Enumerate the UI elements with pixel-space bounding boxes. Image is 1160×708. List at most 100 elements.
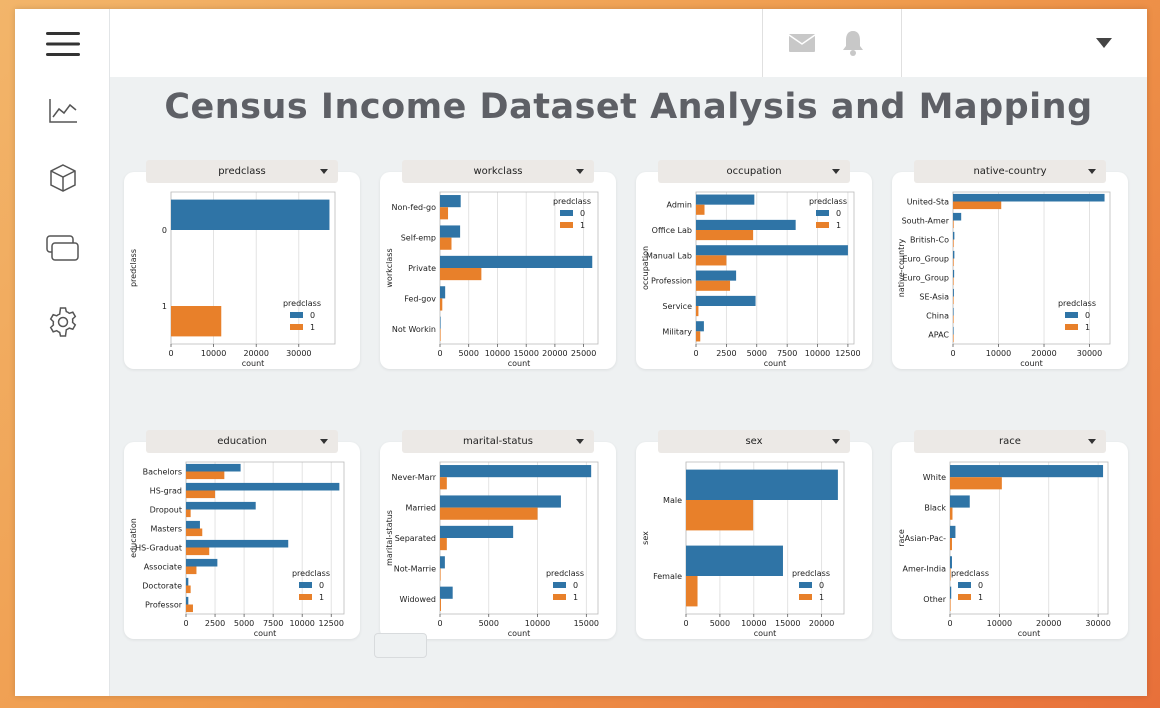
gear-icon[interactable] (45, 304, 81, 340)
y-tick-label: Amer-India (903, 564, 947, 573)
legend-title: predclass (792, 569, 830, 578)
bar-Euro_Group-0 (953, 250, 955, 259)
y-tick-label: Never-Marr (392, 473, 437, 482)
legend-swatch-0 (1065, 312, 1078, 318)
legend-swatch-1 (816, 222, 829, 228)
dropdown-label: occupation (726, 166, 782, 177)
legend-label: 0 (836, 209, 841, 218)
bar-Associate-1 (186, 566, 197, 575)
bar-SE-Asia-1 (953, 296, 954, 305)
legend-title: predclass (809, 197, 847, 206)
y-tick-label: British-Co (910, 236, 949, 245)
bar-HS-Graduat-1 (186, 547, 210, 556)
dropdown-education[interactable]: education (146, 430, 338, 453)
bar-Masters-0 (186, 520, 200, 529)
bar-Office Lab-1 (696, 230, 754, 241)
y-tick-label: Separated (395, 534, 436, 543)
y-tick-label: 0 (162, 226, 167, 235)
legend-swatch-0 (816, 210, 829, 216)
dropdown-native-country[interactable]: native-country (914, 160, 1106, 183)
bar-Manual Lab-1 (696, 255, 727, 266)
chevron-down-icon[interactable] (1088, 27, 1120, 59)
bell-icon[interactable] (837, 27, 869, 59)
legend-swatch-0 (958, 582, 971, 588)
bar-Not-Marrie-1 (440, 568, 441, 581)
x-tick-label: 0 (437, 349, 442, 358)
dropdown-marital-status[interactable]: marital-status (402, 430, 594, 453)
x-tick-label: 0 (168, 349, 173, 358)
bar-HS-grad-1 (186, 490, 216, 499)
bar-Asian-Pac--1 (950, 538, 952, 551)
x-tick-label: 20000 (542, 349, 567, 358)
y-axis-label: sex (641, 531, 650, 545)
x-tick-label: 20000 (1036, 619, 1061, 628)
x-tick-label: 20000 (809, 619, 834, 628)
legend-title: predclass (553, 197, 591, 206)
y-tick-label: South-Amer (902, 217, 950, 226)
bar-British-Co-1 (953, 239, 954, 248)
chart-race: White Black Asian-Pac- Amer-India Other 0 1000… (897, 461, 1111, 638)
caret-down-icon (576, 169, 584, 174)
x-tick-label: 5000 (459, 349, 479, 358)
bar-Amer-India-1 (950, 568, 951, 581)
bar-Male-0 (686, 469, 838, 500)
bar-Male-1 (686, 500, 754, 531)
mail-icon[interactable] (786, 27, 818, 59)
x-tick-label: 30000 (1077, 349, 1102, 358)
bar-Other-0 (950, 586, 952, 599)
dropdown-predclass[interactable]: predclass (146, 160, 338, 183)
legend-swatch-0 (553, 582, 566, 588)
chart-native-country: United-Sta South-Amer British-Co Euro_Group… (897, 191, 1111, 368)
dropdown-occupation[interactable]: occupation (658, 160, 850, 183)
legend-swatch-0 (290, 312, 303, 318)
x-tick-label: 20000 (1031, 349, 1056, 358)
x-tick-label: 0 (437, 619, 442, 628)
bar-Bachelors-0 (186, 463, 241, 472)
cube-icon[interactable] (45, 160, 81, 196)
x-tick-label: 10000 (289, 619, 314, 628)
bar-APAC-0 (953, 326, 954, 335)
y-axis-label: education (129, 518, 138, 558)
dropdown-sex[interactable]: sex (658, 430, 850, 453)
legend-title: predclass (1058, 299, 1096, 308)
legend-swatch-1 (958, 594, 971, 600)
x-axis-label: count (254, 629, 277, 638)
y-tick-label: Bachelors (143, 468, 182, 477)
chart-occupation: Admin Office Lab Manual Lab Profession Servi… (641, 191, 861, 368)
legend-label: 1 (319, 593, 324, 602)
legend-swatch-1 (553, 594, 566, 600)
legend-label: 0 (978, 581, 983, 590)
bar-Euro_Group-1 (953, 277, 954, 286)
legend-label: 0 (580, 209, 585, 218)
x-tick-label: 2500 (716, 349, 736, 358)
y-tick-label: HS-Graduat (135, 544, 182, 553)
x-tick-label: 10000 (741, 619, 766, 628)
x-tick-label: 10000 (986, 349, 1011, 358)
bar-Non-fed-go-1 (440, 207, 449, 220)
line-chart-icon[interactable] (45, 93, 81, 129)
y-tick-label: Service (662, 302, 692, 311)
x-tick-label: 20000 (243, 349, 268, 358)
menu-icon[interactable] (45, 26, 81, 62)
legend-label: 0 (819, 581, 824, 590)
bar-White-1 (950, 477, 1002, 490)
windows-icon[interactable] (45, 230, 81, 266)
y-tick-label: Black (924, 504, 946, 513)
caret-down-icon (1088, 439, 1096, 444)
x-tick-label: 10000 (201, 349, 226, 358)
empty-placeholder (374, 633, 427, 658)
y-tick-label: Not-Marrie (394, 564, 436, 573)
bar-Fed-gov-0 (440, 286, 446, 299)
bar-White-0 (950, 465, 1104, 478)
caret-down-icon (832, 439, 840, 444)
y-tick-label: Military (662, 327, 692, 336)
dropdown-label: predclass (218, 166, 266, 177)
bar-Admin-1 (696, 204, 705, 215)
dropdown-workclass[interactable]: workclass (402, 160, 594, 183)
plot-frame (685, 461, 845, 615)
dropdown-race[interactable]: race (914, 430, 1106, 453)
caret-down-icon (1088, 169, 1096, 174)
y-tick-label: Self-emp (401, 234, 436, 243)
bar-Non-fed-go-0 (440, 195, 461, 208)
x-axis-label: count (754, 629, 777, 638)
